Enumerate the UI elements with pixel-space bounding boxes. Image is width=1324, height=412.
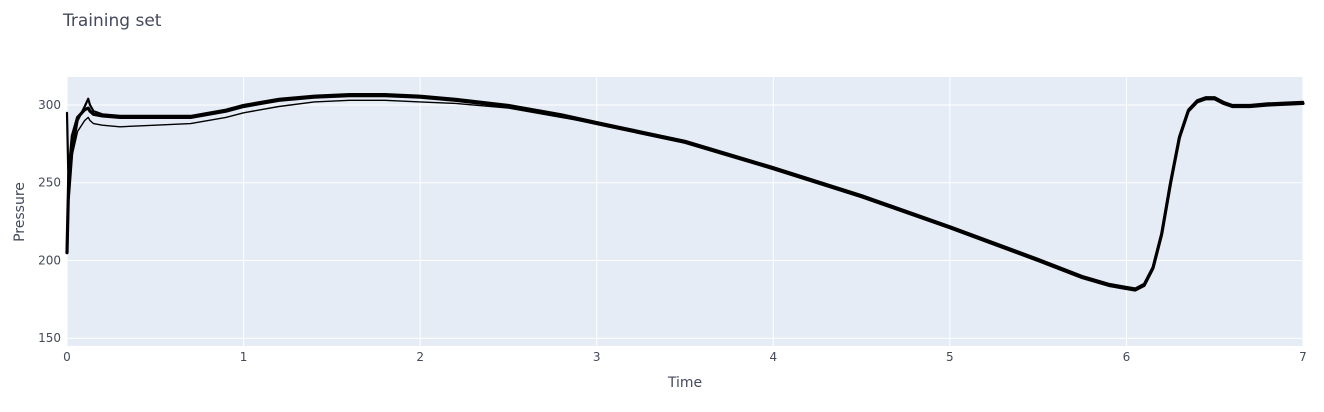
series-line-2 xyxy=(65,93,1305,290)
y-tick-label: 200 xyxy=(38,253,61,267)
y-tick-label: 300 xyxy=(38,98,61,112)
chart-title: Training set xyxy=(62,11,162,31)
x-tick-label: 1 xyxy=(240,350,248,364)
plot-background xyxy=(67,77,1303,346)
x-axis-title: Time xyxy=(667,375,702,391)
y-tick-label: 250 xyxy=(38,176,61,190)
x-tick-label: 3 xyxy=(593,350,601,364)
series-line-3 xyxy=(66,98,1304,291)
y-tick-label: 150 xyxy=(38,331,61,345)
x-tick-label: 5 xyxy=(946,350,954,364)
x-tick-label: 4 xyxy=(769,350,777,364)
y-axis-title: Pressure xyxy=(12,182,28,242)
x-tick-label: 0 xyxy=(63,350,71,364)
plot-area: 0 1 2 3 4 5 6 7 150 200 250 300 xyxy=(38,77,1307,364)
x-tick-label: 6 xyxy=(1123,350,1131,364)
x-tick-label: 7 xyxy=(1299,350,1307,364)
x-tick-label: 2 xyxy=(416,350,424,364)
